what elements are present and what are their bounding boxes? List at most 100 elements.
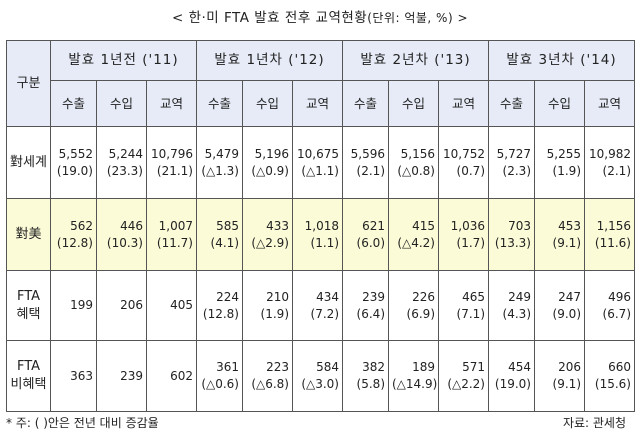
cell-value: 1,018 — [304, 218, 339, 233]
cell-value: 405 — [170, 298, 193, 312]
cell-change-rate: (0.7) — [456, 163, 485, 178]
row-label: 對세계 — [6, 126, 51, 199]
cell-value: 446 — [120, 218, 143, 233]
cell-change-rate: (5.8) — [356, 377, 385, 391]
cell-value: 454 — [508, 360, 531, 374]
table-cell: 405 — [146, 270, 197, 341]
table-cell: 10,796 (21.1) — [146, 126, 197, 199]
table-cell: 5,156 (△0.8) — [388, 126, 439, 199]
cell-value: 10,982 — [589, 146, 631, 161]
cell-value: 210 — [266, 289, 289, 304]
table-cell: 224 (12.8) — [196, 270, 243, 341]
cell-value: 5,156 — [400, 146, 435, 161]
table-cell: 585 (4.1) — [196, 198, 243, 271]
cell-change-rate: (9.1) — [552, 235, 581, 250]
table-cell: 223 (△6.8) — [242, 340, 293, 412]
cell-change-rate: (4.3) — [502, 306, 531, 321]
cell-value: 453 — [558, 218, 581, 233]
cell-value: 249 — [508, 289, 531, 304]
cell-value: 382 — [362, 360, 385, 374]
cell-value: 571 — [462, 360, 485, 374]
cell-change-rate: (13.3) — [494, 235, 531, 250]
cell-change-rate: (1.9) — [552, 163, 581, 178]
cell-change-rate: (6.4) — [356, 306, 385, 321]
cell-change-rate: (12.8) — [202, 306, 239, 321]
cell-change-rate: (6.9) — [406, 306, 435, 321]
cell-value: 189 — [412, 360, 435, 374]
sub-header-export: 수출 — [342, 80, 389, 127]
cell-value: 5,255 — [546, 146, 581, 161]
cell-value: 363 — [70, 368, 93, 383]
cell-value: 703 — [508, 218, 531, 233]
footnote: * 주: ( )안은 전년 대비 증감율 — [6, 416, 159, 430]
cell-value: 239 — [362, 289, 385, 304]
cell-change-rate: (△3.0) — [301, 377, 339, 391]
cell-value: 602 — [170, 368, 193, 383]
cell-value: 496 — [608, 289, 631, 304]
table-cell: 363 — [50, 340, 97, 412]
table-cell: 433 (△2.9) — [242, 198, 293, 271]
table-cell: 5,727 (2.3) — [488, 126, 535, 199]
cell-value: 585 — [216, 218, 239, 233]
table-cell: 571 (△2.2) — [438, 340, 489, 412]
sub-header-export: 수출 — [50, 80, 97, 127]
cell-value: 206 — [558, 360, 581, 374]
cell-change-rate: (9.0) — [552, 306, 581, 321]
cell-value: 223 — [266, 360, 289, 374]
cell-change-rate: (23.3) — [106, 163, 143, 178]
table-cell: 5,255 (1.9) — [534, 126, 585, 199]
table-cell: 247 (9.0) — [534, 270, 585, 341]
table-cell: 703 (13.3) — [488, 198, 535, 271]
table-cell: 10,752 (0.7) — [438, 126, 489, 199]
table-row: 對세계 5,552 (19.0) 5,244 (23.3) 10,796 (21.1) 5,4… — [6, 126, 635, 199]
row-label: FTA 혜택 — [6, 270, 51, 341]
cell-change-rate: (15.6) — [594, 377, 631, 391]
cell-change-rate: (△4.2) — [397, 235, 435, 250]
cell-value: 10,752 — [443, 146, 485, 161]
title-text: < 한·미 FTA 발효 전후 교역현황 — [171, 10, 368, 26]
table-cell: 453 (9.1) — [534, 198, 585, 271]
cell-change-rate: (11.6) — [594, 235, 631, 250]
table-cell: 199 — [50, 270, 97, 341]
cell-value: 5,244 — [108, 146, 143, 161]
cell-value: 621 — [362, 218, 385, 233]
table-cell: 210 (1.9) — [242, 270, 293, 341]
table-row: FTA 비혜택 363 239 602 361 (△0.6) 223 (△6.8) 584 (△3… — [6, 340, 635, 412]
cell-value: 224 — [216, 289, 239, 304]
cell-change-rate: (7.1) — [456, 306, 485, 321]
table-cell: 602 — [146, 340, 197, 412]
table-cell: 189 (△14.9) — [388, 340, 439, 412]
cell-change-rate: (6.0) — [356, 235, 385, 250]
table-cell: 206 — [96, 270, 147, 341]
table-cell: 226 (6.9) — [388, 270, 439, 341]
table-cell: 10,982 (2.1) — [584, 126, 635, 199]
table-cell: 621 (6.0) — [342, 198, 389, 271]
cell-value: 226 — [412, 289, 435, 304]
sub-header-import: 수입 — [388, 80, 439, 127]
source-note: 자료: 관세청 — [562, 416, 626, 430]
cell-value: 5,596 — [350, 146, 385, 161]
cell-value: 1,036 — [450, 218, 485, 233]
cell-value: 562 — [70, 218, 93, 233]
cell-change-rate: (△2.2) — [447, 377, 485, 391]
cell-value: 434 — [316, 289, 339, 304]
row-label: FTA 비혜택 — [6, 340, 51, 412]
cell-change-rate: (△1.1) — [301, 163, 339, 178]
table-cell: 415 (△4.2) — [388, 198, 439, 271]
cell-value: 5,196 — [254, 146, 289, 161]
period-header-2014: 발효 3년차 ('14) — [488, 40, 635, 81]
period-header-2011: 발효 1년전 ('11) — [50, 40, 197, 81]
cell-change-rate: (1.1) — [310, 235, 339, 250]
cell-change-rate: (19.0) — [56, 163, 93, 178]
table-cell: 206 (9.1) — [534, 340, 585, 412]
sub-header-import: 수입 — [534, 80, 585, 127]
cell-change-rate: (1.9) — [260, 306, 289, 321]
sub-header-import: 수입 — [96, 80, 147, 127]
cell-change-rate: (2.3) — [502, 163, 531, 178]
cell-value: 239 — [120, 368, 143, 383]
cell-change-rate: (10.3) — [106, 235, 143, 250]
sub-header-import: 수입 — [242, 80, 293, 127]
cell-value: 10,675 — [297, 146, 339, 161]
table-cell: 5,244 (23.3) — [96, 126, 147, 199]
period-header-2013: 발효 2년차 ('13) — [342, 40, 489, 81]
